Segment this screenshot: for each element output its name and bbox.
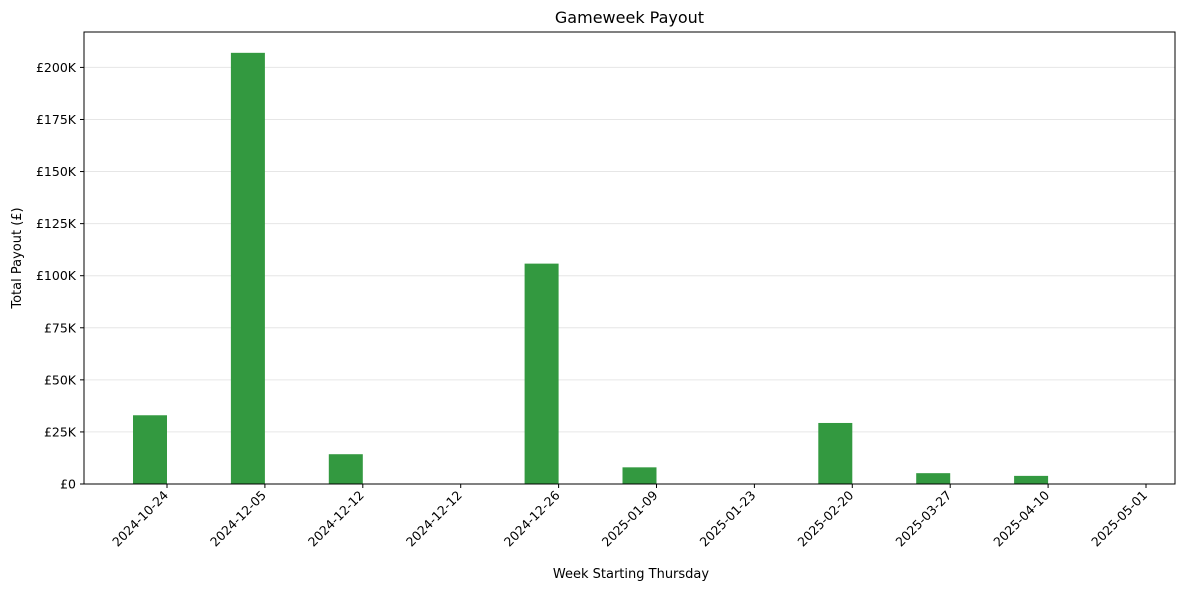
y-tick-label: £150K: [36, 164, 77, 179]
x-tick-label: 2025-04-10: [990, 487, 1052, 549]
y-axis-label: Total Payout (£): [10, 207, 25, 309]
gridlines: [84, 66, 1175, 433]
y-tick-label: £50K: [44, 372, 77, 387]
x-tick-label: 2024-10-24: [109, 487, 171, 549]
x-axis-label: Week Starting Thursday: [553, 567, 709, 582]
chart-title: Gameweek Payout: [555, 8, 704, 27]
bar: [916, 473, 951, 484]
bar: [1014, 475, 1049, 484]
bar: [230, 52, 265, 484]
y-tick-label: £25K: [44, 424, 77, 439]
y-tick-label: £0: [60, 477, 76, 492]
x-tick-label: 2024-12-05: [207, 488, 269, 550]
x-tick-label: 2024-12-12: [403, 488, 465, 550]
bar: [133, 415, 167, 484]
y-tick-label: £75K: [44, 320, 77, 335]
bar: [622, 467, 657, 484]
bar: [328, 454, 363, 484]
y-tick-label: £200K: [36, 60, 77, 75]
y-tick-label: £100K: [36, 268, 77, 283]
x-tick-label: 2025-02-20: [794, 487, 856, 549]
x-tick-label: 2025-05-01: [1088, 488, 1150, 550]
bar: [524, 263, 559, 484]
x-axis-ticks: 2024-10-24 2024-12-05 2024-12-12 2024-12-12…: [109, 484, 1150, 549]
x-tick-label: 2025-03-27: [892, 488, 954, 550]
y-tick-label: £175K: [36, 112, 77, 127]
x-tick-label: 2024-12-26: [501, 487, 563, 549]
y-tick-label: £125K: [36, 216, 77, 231]
bars: [133, 52, 1049, 484]
x-tick-label: 2024-12-12: [305, 488, 367, 550]
plot-area: [84, 32, 1175, 484]
bar: [818, 422, 853, 484]
y-axis-ticks: £0 £25K £50K £75K £100K £125K £150K £175K £200K: [36, 60, 84, 492]
x-tick-label: 2025-01-09: [599, 487, 661, 549]
x-tick-label: 2025-01-23: [697, 488, 759, 550]
plot-frame: [83, 31, 1176, 485]
